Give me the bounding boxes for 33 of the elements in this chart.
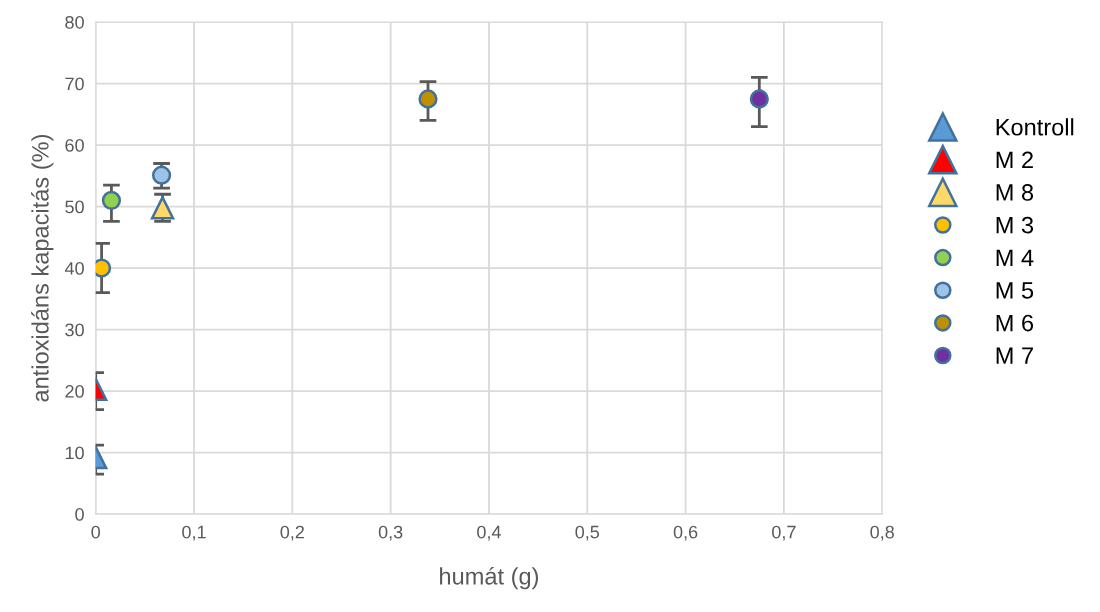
y-tick-label: 20: [65, 385, 84, 398]
x-tick-label: 0,1: [182, 525, 206, 541]
x-tick-label: 0: [91, 525, 101, 539]
legend-label: M 6: [996, 314, 1034, 332]
x-tick-label: 0,8: [870, 525, 894, 541]
x-tick-label: 0,6: [673, 525, 698, 541]
x-axis-title: humát (g): [440, 567, 539, 590]
legend-label: M 7: [996, 347, 1033, 364]
point: [151, 165, 172, 185]
legend-label: M 8: [996, 184, 1034, 201]
legend-label: M 5: [996, 282, 1034, 299]
x-tick-label: 0,2: [280, 525, 304, 541]
point: [95, 258, 112, 278]
x-tick-label: 0,5: [575, 525, 600, 541]
legend-label: M 2: [996, 151, 1033, 168]
point: [749, 89, 769, 109]
x-tick-label: 0,3: [378, 525, 403, 541]
y-tick-label: 30: [65, 323, 84, 337]
y-tick-label: 40: [64, 261, 84, 275]
y-tick-label: 80: [65, 15, 84, 29]
y-tick-label: 0: [75, 508, 84, 521]
y-axis-title: antioxidáns kapacitás (%): [31, 135, 54, 402]
x-tick-label: 0,4: [477, 525, 501, 541]
y-tick-label: 10: [65, 446, 84, 460]
legend-label: Kontroll: [996, 118, 1074, 136]
x-tick-label: 0,7: [772, 525, 796, 541]
y-tick-label: 70: [65, 77, 84, 91]
y-tick-label: 60: [65, 138, 84, 152]
point: [418, 89, 438, 109]
y-tick-label: 50: [65, 200, 84, 214]
legend-label: M 4: [996, 249, 1034, 266]
point: [101, 190, 122, 210]
legend-label: M 3: [996, 216, 1034, 234]
